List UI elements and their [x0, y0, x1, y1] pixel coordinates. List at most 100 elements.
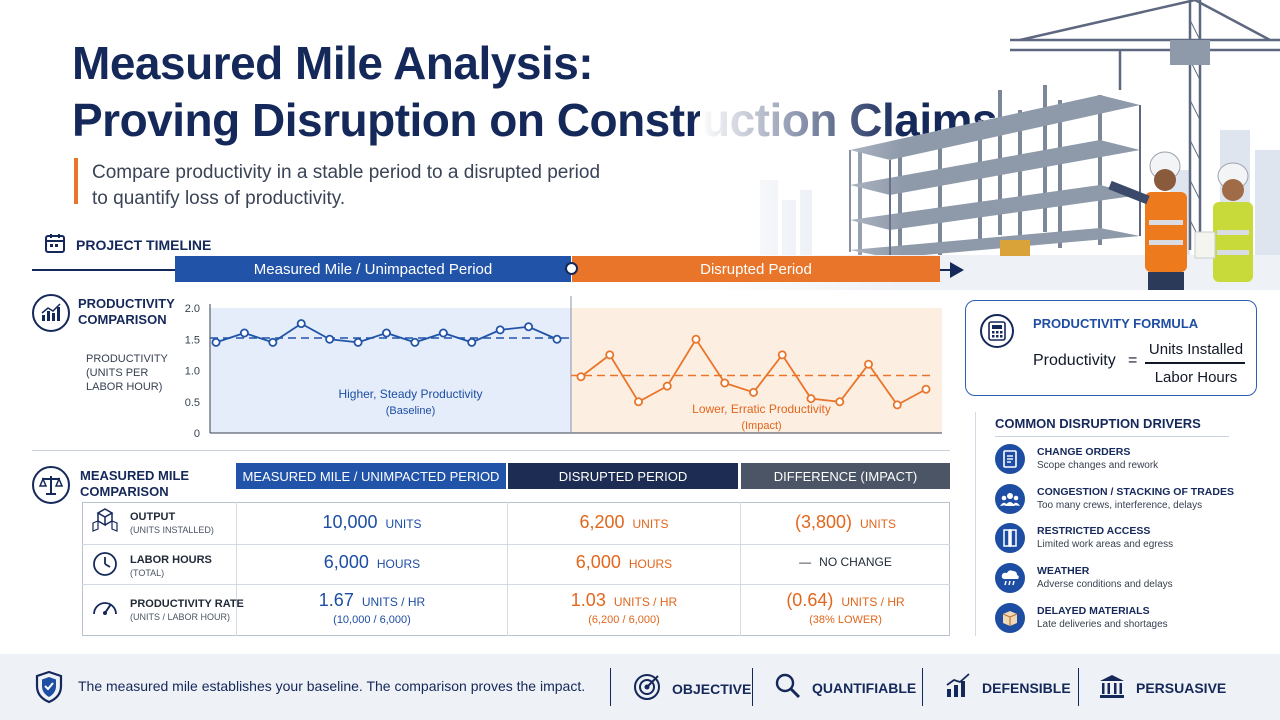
cell-output-measured: 10,000 UNITS [237, 512, 507, 533]
driver-name: RESTRICTED ACCESS [1037, 525, 1151, 537]
footer-divider [752, 668, 753, 706]
cell-rate-measured-calc: (10,000 / 6,000) [333, 614, 411, 626]
data-point [296, 319, 306, 329]
driver-description: Too many crews, interference, delays [1037, 500, 1203, 511]
data-point [921, 384, 931, 394]
formula-numerator: Units Installed [1148, 341, 1244, 358]
driver-description: Adverse conditions and delays [1037, 579, 1173, 590]
cell-rate-measured: 1.67 UNITS / HR [237, 590, 507, 611]
comparison-title-line2: COMPARISON [80, 484, 169, 499]
table-row-output-label: OUTPUT (UNITS INSTALLED) [90, 506, 214, 541]
comparison-title-line1: MEASURED MILE [80, 468, 190, 483]
series-annotation-line1: Lower, Erratic Productivity [692, 402, 831, 416]
value: 1.67 [318, 590, 354, 610]
column-divider [236, 502, 237, 636]
metric-subtitle: (TOTAL) [130, 568, 165, 578]
badge-label: QUANTIFIABLE [812, 679, 917, 696]
drivers-title-underline [995, 436, 1229, 437]
chart-y-axis-label: PRODUCTIVITY (UNITS PER LABOR HOUR) [86, 352, 168, 394]
column-divider [507, 502, 508, 636]
driver-name: WEATHER [1037, 565, 1090, 577]
cell-rate-disrupted: 1.03 UNITS / HR [508, 590, 740, 611]
data-point [835, 397, 845, 407]
driver-congestion: CONGESTION / STACKING OF TRADES Too many… [995, 484, 1234, 514]
series-annotation-line1: Higher, Steady Productivity [338, 387, 482, 401]
unit: HOURS [376, 557, 421, 571]
unit: NO CHANGE [819, 555, 892, 569]
value: 6,200 [579, 512, 625, 532]
cell-output-difference: (3,800) UNITS [741, 512, 950, 533]
table-row-rate-label: PRODUCTIVITY RATE (UNITS / LABOR HOUR) [90, 593, 244, 628]
unit: UNITS / HR [361, 595, 426, 609]
timeline-label-text: PROJECT TIMELINE [76, 236, 212, 253]
timeline-arrow-icon [950, 262, 964, 278]
cell-labor-disrupted: 6,000 HOURS [508, 552, 740, 573]
column-header-difference: DIFFERENCE (IMPACT) [741, 463, 950, 489]
footer-divider [610, 668, 611, 706]
data-point [691, 334, 701, 344]
column-divider [975, 412, 976, 636]
calculator-icon [980, 314, 1014, 348]
series-annotation-line2: (Baseline) [386, 405, 436, 417]
comparison-section-title: MEASURED MILE COMPARISON [80, 468, 189, 500]
footer-divider [1078, 668, 1079, 706]
value: (3,800) [794, 512, 853, 532]
project-timeline-label: PROJECT TIMELINE [44, 232, 211, 257]
formula-title: PRODUCTIVITY FORMULA [1033, 316, 1199, 331]
trend-chart-icon [944, 672, 972, 703]
cell-rate-difference: (0.64) UNITS / HR [741, 590, 950, 611]
formula-lhs: Productivity [1033, 352, 1116, 369]
data-point [605, 350, 615, 360]
subtitle-accent-bar [74, 158, 78, 204]
y-tick-label: 1.5 [185, 334, 200, 346]
data-point [777, 350, 787, 360]
data-point [467, 337, 477, 347]
data-point [325, 334, 335, 344]
cloud-rain-icon [995, 563, 1025, 593]
productivity-formula-card [965, 300, 1257, 396]
data-point [495, 325, 505, 335]
formula-denominator: Labor Hours [1154, 369, 1238, 386]
series-annotation-line2: (Impact) [741, 420, 781, 432]
scales-icon [32, 466, 70, 504]
value: 6,000 [575, 552, 621, 572]
badge-persuasive: PERSUASIVE [1098, 672, 1226, 703]
timeline-divider-marker [565, 262, 578, 275]
value: 1.03 [570, 590, 606, 610]
productivity-title-line1: PRODUCTIVITY [78, 296, 175, 311]
timeline-phase-disrupted: Disrupted Period [572, 256, 940, 282]
badge-label: OBJECTIVE [672, 680, 752, 697]
driver-weather: WEATHER Adverse conditions and delays [995, 563, 1173, 593]
cell-rate-disrupted-calc: (6,200 / 6,000) [588, 614, 660, 626]
value: 6,000 [323, 552, 369, 572]
y-tick-label: 0 [194, 428, 200, 440]
formula-equals: = [1128, 352, 1138, 369]
productivity-line-chart: 0 0.5 1.0 1.5 2.0 Higher, Steady Productivity… [185, 296, 942, 440]
driver-description: Scope changes and rework [1037, 460, 1159, 471]
page-title-line1: Measured Mile Analysis: [72, 37, 594, 89]
unit: UNITS [632, 517, 669, 531]
crowd-icon [995, 484, 1025, 514]
disrupted-region-fill [571, 308, 942, 433]
data-point [720, 378, 730, 388]
metric-name: OUTPUT [130, 511, 176, 523]
data-point [410, 337, 420, 347]
courthouse-icon [1098, 672, 1126, 703]
column-divider [740, 502, 741, 636]
driver-delayed-materials: DELAYED MATERIALS Late deliveries and sh… [995, 603, 1168, 633]
data-point [524, 322, 534, 332]
badge-defensible: DEFENSIBLE [944, 672, 1071, 703]
driver-change-orders: CHANGE ORDERS Scope changes and rework [995, 444, 1158, 474]
badge-objective: OBJECTIVE [632, 672, 751, 705]
metric-name: LABOR HOURS [130, 554, 212, 566]
unit: UNITS [385, 517, 422, 531]
productivity-section-title: PRODUCTIVITY COMPARISON [78, 296, 175, 328]
cell-rate-difference-calc: (38% LOWER) [809, 614, 882, 626]
data-point [806, 394, 816, 404]
driver-restricted-access: RESTRICTED ACCESS Limited work areas and… [995, 523, 1173, 553]
data-point [662, 381, 672, 391]
footer-divider [922, 668, 923, 706]
construction-site-illustration [700, 0, 1280, 290]
column-header-disrupted: DISRUPTED PERIOD [508, 463, 738, 489]
cell-labor-measured: 6,000 HOURS [237, 552, 507, 573]
